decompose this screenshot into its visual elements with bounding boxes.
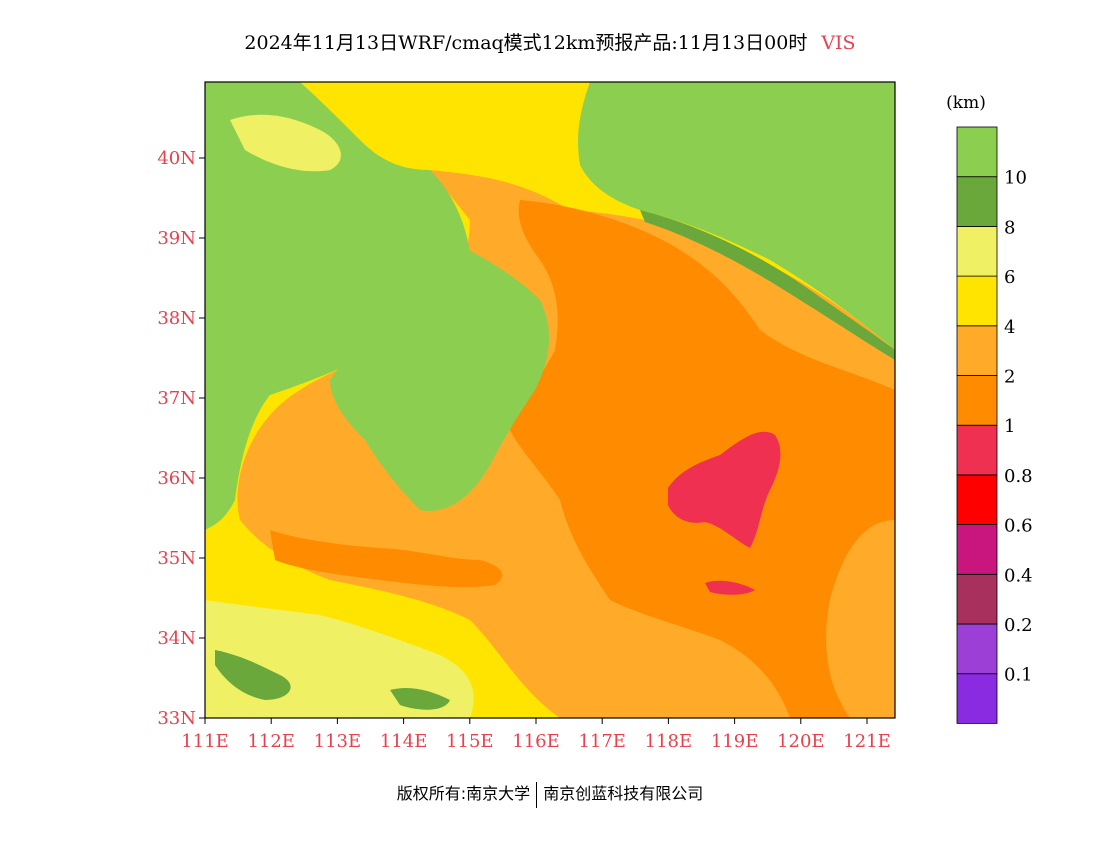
legend-label: 0.2	[1004, 615, 1033, 636]
field-8-10km-band-northeast	[640, 210, 895, 360]
legend-unit: (km)	[946, 93, 986, 113]
field-0.8-1km-patch-main	[668, 431, 781, 548]
x-axis: 111E 112E 113E 114E 115E 116E 117E 118E 119E 120E…	[181, 718, 891, 752]
field-1-2km-west	[270, 530, 503, 588]
legend-label: 8	[1004, 217, 1015, 238]
field-8-10km-south2	[390, 688, 450, 710]
x-tick-label: 117E	[578, 731, 626, 752]
field-10plus-northeast	[578, 82, 895, 350]
legend-swatch	[956, 176, 998, 227]
visibility-field	[205, 82, 895, 718]
legend-swatch	[956, 126, 998, 178]
x-tick-label: 120E	[777, 731, 825, 752]
field-6-8km-patch-north	[230, 114, 341, 172]
footer-right: 南京创蓝科技有限公司	[543, 784, 704, 803]
title-text: 2024年11月13日WRF/cmaq模式12km预报产品:11月13日00时	[244, 32, 808, 54]
field-8-10km-south	[215, 650, 291, 700]
footer-separator	[536, 781, 538, 808]
y-tick-label: 39N	[157, 228, 196, 249]
legend-swatch	[956, 474, 998, 525]
legend-label: 2	[1004, 367, 1015, 388]
x-tick-label: 115E	[446, 731, 494, 752]
color-legend: (km) 0.1 0.2 0.4 0.6 0.8 1 2 4 6 8 10	[946, 93, 1033, 724]
legend-label: 10	[1004, 168, 1027, 189]
y-tick-label: 40N	[157, 148, 196, 169]
legend-label: 0.6	[1004, 516, 1033, 537]
legend-swatch	[956, 424, 998, 476]
field-10plus-center	[330, 230, 550, 511]
x-tick-label: 113E	[314, 731, 362, 752]
y-tick-label: 37N	[157, 388, 196, 409]
legend-swatch	[956, 673, 998, 724]
field-10plus-west	[205, 82, 470, 530]
x-tick-label: 114E	[380, 731, 428, 752]
y-axis: 33N 34N 35N 36N 37N 38N 39N 40N	[157, 148, 205, 729]
legend-swatch	[956, 325, 998, 376]
x-tick-label: 118E	[645, 731, 693, 752]
legend-label: 0.8	[1004, 466, 1033, 487]
y-tick-label: 33N	[157, 708, 196, 729]
x-tick-label: 111E	[181, 731, 229, 752]
legend-swatch	[956, 623, 998, 675]
legend-swatch	[956, 375, 998, 426]
title-variable: VIS	[821, 32, 856, 54]
legend-swatch	[956, 275, 998, 327]
y-tick-label: 35N	[157, 548, 196, 569]
field-1-2km-core	[510, 200, 895, 718]
legend-label: 0.4	[1004, 565, 1033, 586]
legend-label: 0.1	[1004, 665, 1033, 686]
x-tick-label: 121E	[843, 731, 891, 752]
field-0.8-1km-patch-south	[705, 580, 755, 595]
legend-label: 6	[1004, 267, 1015, 288]
x-tick-label: 119E	[711, 731, 759, 752]
legend-label: 4	[1004, 317, 1015, 338]
footer-left: 版权所有:南京大学	[396, 784, 531, 803]
legend-swatch	[956, 524, 998, 575]
x-tick-label: 112E	[247, 731, 295, 752]
y-tick-label: 36N	[157, 468, 196, 489]
y-tick-label: 34N	[157, 628, 196, 649]
y-tick-label: 38N	[157, 308, 196, 329]
legend-swatch	[956, 225, 998, 277]
chart-title: 2024年11月13日WRF/cmaq模式12km预报产品:11月13日00时 V…	[0, 28, 1100, 55]
x-tick-label: 116E	[512, 731, 560, 752]
plot-frame	[204, 81, 896, 719]
copyright-footer: 版权所有:南京大学 南京创蓝科技有限公司	[0, 780, 1100, 808]
legend-swatch	[956, 573, 998, 625]
legend-label: 1	[1004, 416, 1015, 437]
